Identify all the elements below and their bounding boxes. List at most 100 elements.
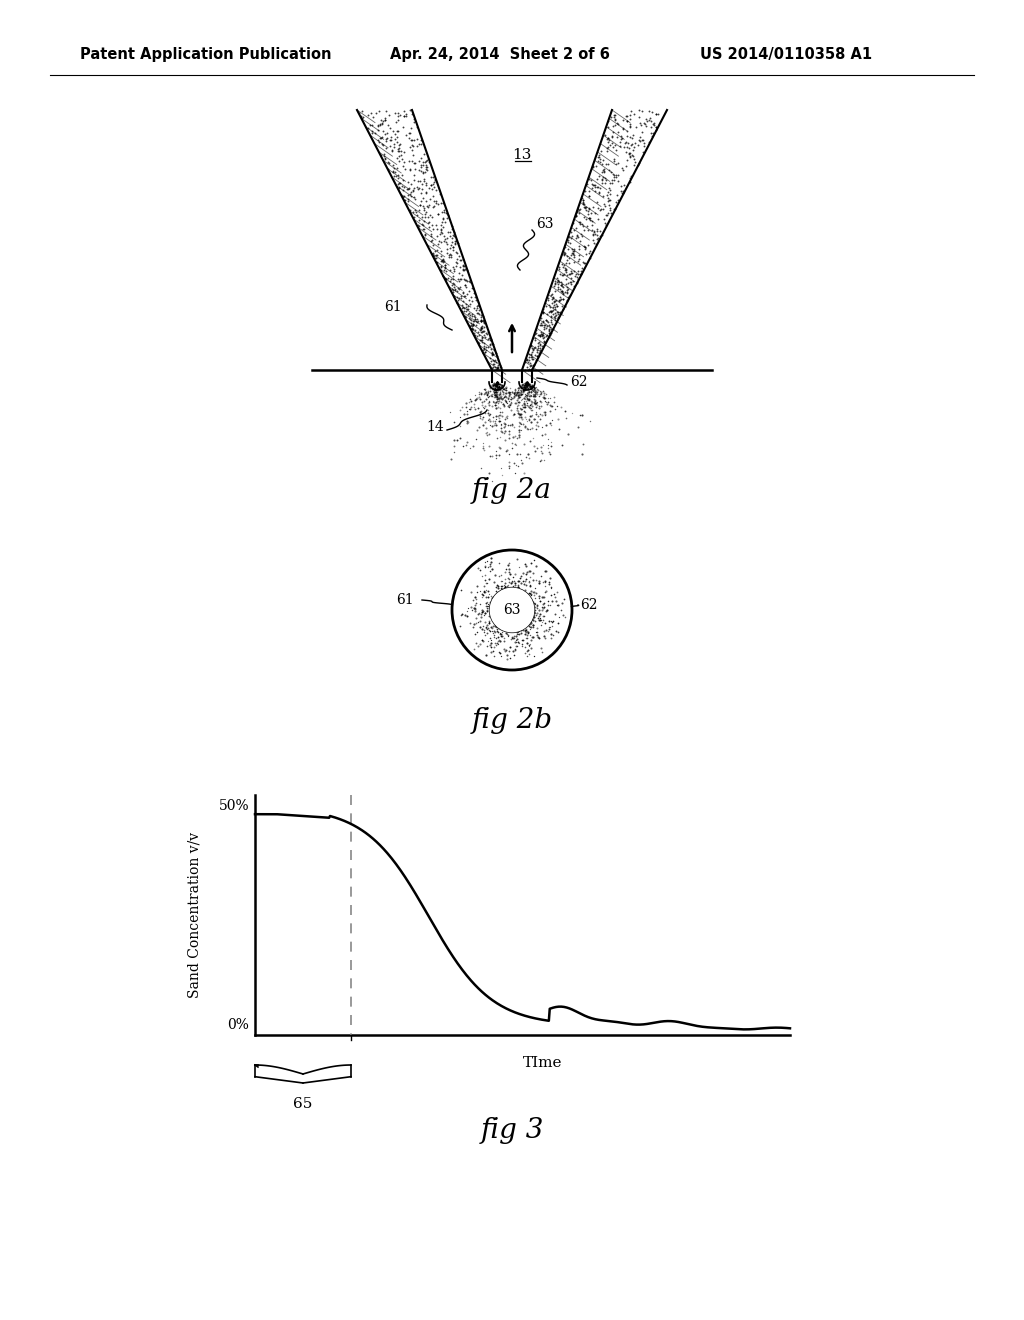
Point bbox=[554, 280, 570, 301]
Point bbox=[378, 137, 394, 158]
Point bbox=[519, 371, 536, 392]
Point bbox=[489, 577, 506, 598]
Point bbox=[483, 586, 500, 607]
Point bbox=[432, 222, 449, 243]
Point bbox=[513, 381, 529, 403]
Point bbox=[431, 183, 447, 205]
Point bbox=[526, 384, 543, 405]
Point bbox=[532, 314, 549, 335]
Point bbox=[504, 597, 520, 618]
Point bbox=[496, 585, 512, 606]
Point bbox=[536, 598, 552, 619]
Point bbox=[515, 376, 531, 397]
Point bbox=[515, 607, 531, 628]
Point bbox=[460, 412, 476, 433]
Text: 63: 63 bbox=[536, 216, 554, 231]
Point bbox=[497, 409, 513, 430]
Point bbox=[505, 602, 521, 623]
Point bbox=[550, 622, 566, 643]
Point bbox=[636, 132, 652, 153]
Point bbox=[600, 128, 616, 149]
Point bbox=[559, 280, 575, 301]
Point bbox=[502, 378, 518, 399]
Point bbox=[423, 174, 439, 195]
Point bbox=[600, 132, 616, 153]
Point bbox=[488, 372, 505, 393]
Point bbox=[514, 399, 530, 420]
Point bbox=[499, 405, 515, 426]
Point bbox=[439, 227, 456, 248]
Point bbox=[498, 599, 514, 620]
Point bbox=[502, 602, 518, 623]
Point bbox=[569, 272, 586, 293]
Point bbox=[519, 561, 536, 582]
Point bbox=[565, 271, 582, 292]
Point bbox=[488, 379, 505, 400]
Point bbox=[485, 354, 502, 375]
Point bbox=[478, 635, 495, 656]
Point bbox=[487, 598, 504, 619]
Point bbox=[508, 594, 524, 615]
Point bbox=[512, 413, 528, 434]
Point bbox=[487, 374, 504, 395]
Point bbox=[506, 403, 522, 424]
Point bbox=[581, 207, 597, 228]
Point bbox=[504, 599, 520, 620]
Point bbox=[488, 420, 505, 441]
Point bbox=[549, 302, 565, 323]
Point bbox=[413, 148, 429, 169]
Point bbox=[535, 572, 551, 593]
Point bbox=[496, 417, 512, 438]
Point bbox=[523, 391, 540, 412]
Point bbox=[524, 375, 541, 396]
Point bbox=[584, 215, 600, 236]
Point bbox=[470, 294, 486, 315]
Point bbox=[375, 133, 391, 154]
Point bbox=[406, 177, 422, 198]
Point bbox=[467, 309, 483, 330]
Point bbox=[466, 305, 482, 326]
Point bbox=[523, 611, 540, 632]
Point bbox=[495, 595, 511, 616]
Point bbox=[521, 606, 538, 627]
Point bbox=[535, 312, 551, 333]
Point bbox=[519, 375, 536, 396]
Point bbox=[520, 591, 537, 612]
Point bbox=[524, 380, 541, 401]
Point bbox=[370, 120, 386, 141]
Point bbox=[508, 603, 524, 624]
Point bbox=[458, 293, 474, 314]
Point bbox=[502, 602, 518, 623]
Point bbox=[414, 207, 430, 228]
Point bbox=[527, 418, 544, 440]
Point bbox=[514, 585, 530, 606]
Point bbox=[490, 411, 507, 432]
Point bbox=[523, 385, 540, 407]
Point bbox=[514, 375, 530, 396]
Point bbox=[484, 378, 501, 399]
Point bbox=[468, 607, 484, 628]
Point bbox=[478, 598, 495, 619]
Point bbox=[518, 554, 535, 576]
Point bbox=[449, 253, 465, 275]
Point bbox=[510, 384, 526, 405]
Point bbox=[526, 578, 543, 599]
Point bbox=[505, 610, 521, 631]
Point bbox=[352, 106, 369, 127]
Point bbox=[536, 620, 552, 642]
Point bbox=[418, 181, 434, 202]
Point bbox=[510, 597, 526, 618]
Point bbox=[510, 395, 526, 416]
Point bbox=[595, 160, 611, 181]
Point bbox=[613, 157, 630, 178]
Point bbox=[504, 602, 520, 623]
Point bbox=[473, 312, 489, 333]
Point bbox=[399, 178, 416, 199]
Point bbox=[476, 312, 493, 333]
Point bbox=[484, 622, 501, 643]
Point bbox=[531, 325, 548, 346]
Point bbox=[487, 393, 504, 414]
Point bbox=[488, 589, 505, 610]
Point bbox=[507, 380, 523, 401]
Point bbox=[499, 586, 515, 607]
